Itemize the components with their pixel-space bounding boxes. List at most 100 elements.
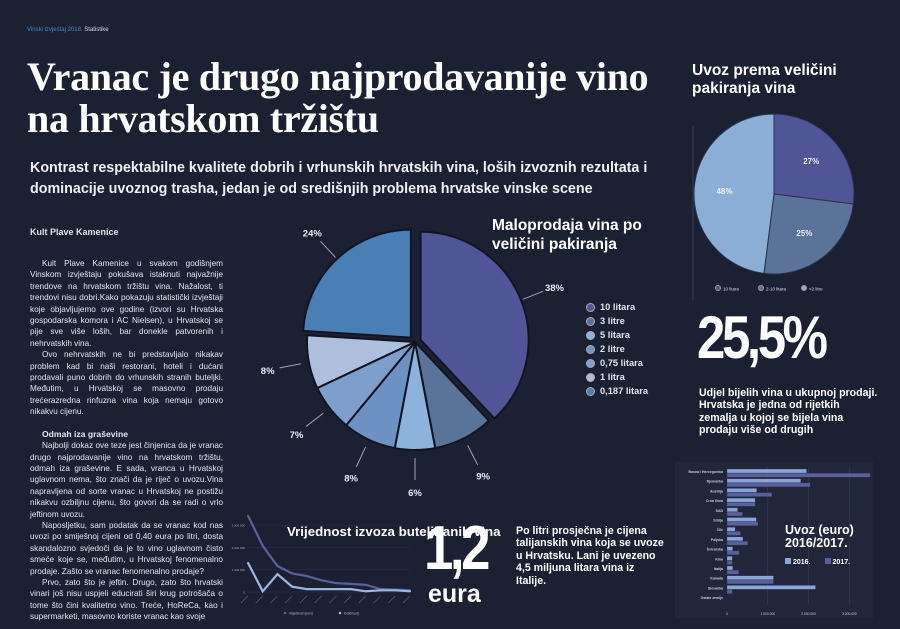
slice-label: 27% — [803, 157, 819, 166]
data-point — [394, 589, 397, 592]
legend-label: Količina (l) — [344, 612, 359, 616]
x-tick-mark — [358, 595, 367, 604]
pie-slice — [302, 228, 412, 339]
white-share-figure: 25,5% — [697, 304, 828, 371]
legend-item: 5 litara — [586, 328, 648, 342]
import-pie-chart: 27% 25% 48% 10 litara 2-10 litara <2 litre — [692, 113, 855, 300]
x-tick-mark — [284, 595, 293, 604]
bar — [726, 502, 756, 507]
legend-swatch — [586, 372, 595, 382]
legend-swatch — [586, 386, 595, 396]
pie-slice — [693, 113, 775, 274]
legend-item: 2 litre — [586, 342, 648, 356]
bar — [726, 589, 733, 594]
legend-swatch — [801, 285, 807, 291]
legend-label: 2-10 litara — [766, 287, 787, 292]
y-tick-label: 1.000.000 — [232, 568, 246, 572]
bar — [726, 478, 801, 483]
legend-item: 2016. — [785, 558, 811, 566]
leader-line — [355, 446, 367, 468]
slice-label: 8% — [344, 474, 358, 485]
category-label: Kina — [715, 557, 723, 561]
subheading: Odmah iza graševine — [42, 428, 128, 439]
legend-label: <2 litre — [809, 287, 823, 292]
import-bar-chart: 0 1.000.000 2.000.000 3.000.000 Bosna i Herc… — [675, 462, 873, 618]
category-label: Njemačka — [707, 480, 723, 484]
legend-item: 0,75 litara — [586, 356, 648, 370]
white-share-caption: Udjel bijelih vina u ukupnoj prodaji. Hr… — [699, 387, 878, 436]
data-point — [350, 588, 353, 591]
import-pie-title: Uvoz prema veličini pakiranja vina — [692, 62, 837, 97]
import-bar-title: Uvoz (euro) 2016/2017. — [785, 523, 854, 550]
category-label: Crna Gora — [706, 499, 723, 503]
slice-label: 25% — [796, 229, 812, 238]
legend-swatch — [586, 358, 595, 368]
data-point — [335, 588, 338, 591]
bar — [726, 488, 757, 493]
bar — [726, 556, 733, 561]
breadcrumb-section: Vinski izvještaj 2018. — [27, 27, 83, 33]
y-tick-label: 3.000.000 — [232, 524, 246, 528]
leader-line — [467, 445, 479, 466]
legend-label: 5 litara — [600, 330, 630, 340]
category-label: SAD — [716, 509, 724, 513]
page-title: Vranac je drugo najprodavanije vino na h… — [27, 54, 649, 141]
legend-swatch — [715, 285, 721, 291]
category-label: Švicarska — [707, 547, 723, 552]
x-tick-mark — [373, 595, 381, 604]
x-tick-mark — [240, 595, 249, 604]
legend-label: 10 litara — [600, 302, 636, 312]
x-tick-mark — [402, 595, 411, 604]
bar — [726, 546, 733, 551]
legend-swatch — [785, 558, 791, 564]
bar — [726, 570, 739, 575]
retail-pie-chart: 38% 9% 6% 8% 7% 8% 24% — [261, 228, 565, 499]
bar — [726, 473, 871, 478]
data-point — [350, 582, 353, 585]
article-body: Kult Plave Kamenice u svakom godišnjem V… — [30, 258, 223, 623]
price-figure: 1,2 — [424, 514, 490, 583]
leader-line — [305, 412, 324, 427]
bar — [726, 521, 759, 526]
data-point — [320, 579, 323, 582]
x-tick-mark — [255, 595, 263, 604]
x-tick-label: 1.000.000 — [760, 612, 775, 616]
data-point — [335, 582, 338, 585]
x-tick-label: 3.000.000 — [842, 612, 857, 616]
bar — [726, 540, 748, 546]
bar — [726, 565, 733, 571]
import-bar-legend: 2016. 2017. — [785, 558, 850, 566]
data-point — [276, 573, 279, 576]
bar — [726, 575, 774, 580]
retail-pie-legend: 10 litara 3 litre 5 litara 2 litre 0,75 lita… — [586, 300, 648, 398]
category-label: Kanada — [710, 577, 723, 581]
data-point — [291, 572, 294, 575]
data-point — [276, 565, 279, 568]
paragraph: Najbolji dokaz ove teze jest činjenica d… — [30, 441, 223, 519]
slice-label: 9% — [476, 472, 490, 483]
category-label: Srbija — [713, 519, 723, 523]
kicker: Kult Plave Kamenice — [30, 227, 119, 237]
data-point — [409, 590, 411, 593]
data-point — [320, 588, 323, 591]
legend-swatch — [824, 558, 831, 564]
data-point — [261, 544, 264, 547]
legend-label: 2017. — [832, 559, 851, 566]
data-point — [261, 590, 264, 593]
bar — [726, 527, 736, 532]
category-label: Austrija — [710, 489, 723, 493]
bar — [726, 468, 807, 474]
legend-item: 1 litra — [586, 370, 648, 384]
series-line — [247, 562, 411, 594]
bar — [726, 517, 757, 522]
slice-label: 38% — [545, 283, 565, 294]
paragraph: Prvo, zato što je jeftin. Drugo, zato št… — [30, 577, 223, 622]
bar — [726, 511, 743, 517]
legend-swatch — [586, 316, 595, 326]
paragraph: Ovo nehrvatskih ne bi predstavljalo nika… — [30, 350, 223, 417]
x-tick-mark — [314, 595, 322, 604]
subtitle: Kontrast respektabilne kvalitete dobrih … — [30, 160, 648, 197]
bar — [726, 492, 773, 497]
slice-label: 6% — [408, 488, 422, 499]
slice-label: 48% — [716, 187, 732, 196]
